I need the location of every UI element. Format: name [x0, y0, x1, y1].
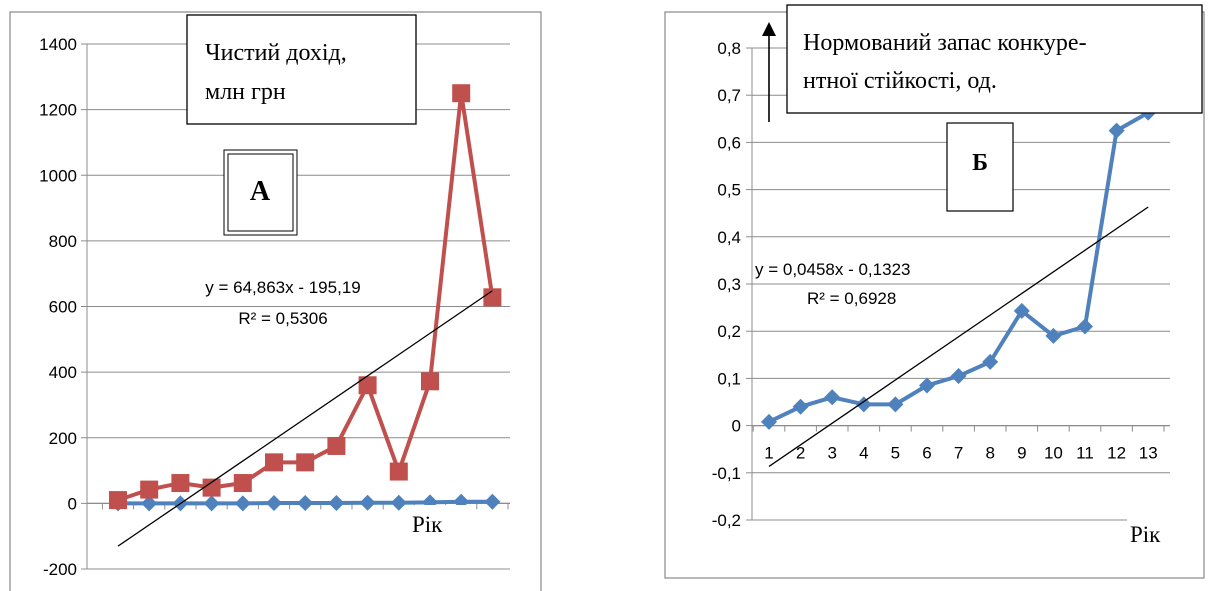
- chart-b-data-point: [792, 398, 809, 415]
- chart-a-y-tick-label: 1400: [39, 35, 77, 54]
- chart-a-data-point: [234, 495, 251, 512]
- chart-a-data-point: [266, 495, 282, 512]
- chart-a-trendline: [117, 290, 493, 547]
- chart-b-data-point: [1013, 302, 1030, 319]
- chart-b-x-tick-label: 5: [891, 444, 900, 463]
- chart-a-data-point: [327, 436, 346, 455]
- chart-b-title-line-1: Нормований запас конкуре-: [803, 30, 1087, 56]
- chart-a-title-line-1: Чистий дохід,: [205, 40, 347, 66]
- chart-a-y-tick-label: -200: [43, 560, 77, 579]
- chart-a-data-point: [421, 372, 439, 391]
- chart-a-panel-label: А: [250, 176, 271, 207]
- chart-a-trend-equation: y = 64,863x - 195,19: [205, 278, 360, 297]
- chart-a-data-point: [359, 494, 376, 511]
- chart-b-data-point: [855, 396, 872, 413]
- chart-b-axes: [751, 48, 1170, 520]
- chart-b-y-tick-label: 0,2: [717, 322, 741, 341]
- chart-a-data-point: [265, 453, 283, 472]
- chart-b-y-tick-label: 0,5: [717, 181, 741, 200]
- chart-a-y-tick-label: 0: [68, 494, 77, 513]
- chart-a-data-point: [452, 84, 471, 103]
- chart-a-title-line-2: млн грн: [205, 79, 286, 105]
- chart-b-x-tick-label: 11: [1076, 444, 1094, 463]
- chart-a-y-tick-label: 200: [49, 429, 77, 448]
- chart-b-y-tick-label: 0,6: [717, 133, 741, 152]
- chart-a-data-point: [483, 288, 502, 307]
- chart-b-data-point: [919, 377, 935, 394]
- chart-a-xlabel: Рік: [412, 512, 443, 537]
- chart-b-panel-label: Б: [972, 150, 988, 176]
- chart-a-trendline-line: [117, 290, 493, 547]
- chart-b-x-tick-label: 9: [1017, 444, 1026, 463]
- chart-a-data-point: [141, 495, 158, 512]
- chart-b-y-tick-label: 0,8: [717, 39, 741, 58]
- chart-a-y-tick-label: 800: [49, 232, 77, 251]
- chart-b-data-point: [1045, 327, 1062, 344]
- chart-a-data-point: [202, 478, 221, 497]
- chart-a-series: [109, 84, 502, 512]
- chart-a-data-point: [140, 480, 159, 499]
- chart-b-y-tick-label: 0,3: [717, 275, 741, 294]
- chart-b-title-box: [786, 4, 1203, 114]
- chart-b-data-point: [824, 389, 841, 406]
- chart-b-up-arrow-icon: [762, 22, 776, 36]
- chart-a-y-tick-label: 400: [49, 363, 77, 382]
- chart-a-data-point: [233, 474, 252, 493]
- chart-b-trendline: [768, 206, 1149, 467]
- chart-b-x-tick-label: 3: [827, 444, 836, 463]
- chart-a-data-point: [390, 494, 407, 511]
- chart-a-data-point: [328, 495, 345, 512]
- chart-b-x-tick-label: 2: [796, 444, 805, 463]
- chart-b-x-tick-label: 13: [1139, 444, 1158, 463]
- chart-b-y-tick-label: 0,7: [717, 86, 741, 105]
- chart-a-data-point: [296, 453, 315, 472]
- chart-b-y-tick-label: 0,4: [717, 228, 741, 247]
- chart-a-title-box: [186, 14, 417, 125]
- chart-b-x-tick-label: 12: [1107, 444, 1126, 463]
- chart-b-y-tick-label: -0,1: [712, 464, 741, 483]
- chart-b-trendline-line: [768, 206, 1149, 467]
- chart-b-panel-label-box: [946, 122, 1014, 212]
- chart-a-y-tick-label: 1000: [39, 166, 77, 185]
- chart-b-data-point: [1108, 122, 1125, 139]
- chart-b-data-point: [887, 396, 904, 413]
- chart-b-x-tick-label: 6: [922, 444, 931, 463]
- chart-b-y-tick-label: -0,2: [712, 511, 741, 530]
- chart-b-data-point: [1077, 318, 1093, 335]
- chart-b-title-line-2: нтної стійкості, од.: [803, 68, 997, 94]
- chart-b-data-point: [982, 353, 999, 370]
- chart-b-y-tick-label: 0,1: [717, 369, 741, 388]
- chart-b-trend-r2: R² = 0,6928: [807, 289, 896, 308]
- chart-a-data-point: [297, 495, 314, 512]
- chart-b-x-tick-label: 10: [1044, 444, 1063, 463]
- chart-b-x-tick-label: 7: [954, 444, 963, 463]
- chart-b-x-tick-label: 4: [859, 444, 868, 463]
- chart-a-data-point: [171, 474, 190, 493]
- chart-b-xlabel-bg: [1127, 515, 1197, 555]
- chart-b-x-tick-label: 8: [985, 444, 994, 463]
- chart-a-y-tick-label: 1200: [39, 101, 77, 120]
- chart-a-y-tick-labels: -200 0 200 400 600 800 1000 1200 1400: [39, 35, 77, 579]
- chart-a-data-point: [109, 491, 127, 510]
- chart-b-x-tick-label: 1: [764, 444, 773, 463]
- chart-a-y-tick-label: 600: [49, 298, 77, 317]
- chart-a-data-point: [203, 495, 220, 512]
- chart-b-trend-equation: y = 0,0458x - 0,1323: [755, 260, 910, 279]
- chart-a-data-point: [389, 462, 408, 481]
- chart-a-panel-label-box-outer: [223, 149, 298, 236]
- chart-a-panel-label-box-inner: [227, 153, 294, 232]
- chart-b-xlabel: Рік: [1130, 522, 1161, 547]
- chart-b-data-point: [761, 413, 777, 430]
- chart-a-data-point: [358, 376, 377, 395]
- chart-a-data-point: [484, 493, 501, 510]
- chart-a: -200 0 200 400 600 800 1000 1200 1400 y = 64,863…: [9, 11, 542, 591]
- chart-b-data-point: [950, 368, 967, 385]
- chart-b-x-tick-labels: 1 2 3 4 5 6 7 8 9 10 11 12 13: [764, 444, 1157, 463]
- chart-a-trend-r2: R² = 0,5306: [238, 309, 327, 328]
- chart-a-xlabel-bg: [410, 505, 474, 545]
- chart-b-y-tick-labels: -0,2 -0,1 0 0,1 0,2 0,3 0,4 0,5 0,6 0,7 0,8: [712, 39, 741, 530]
- chart-b-y-tick-label: 0: [732, 417, 741, 436]
